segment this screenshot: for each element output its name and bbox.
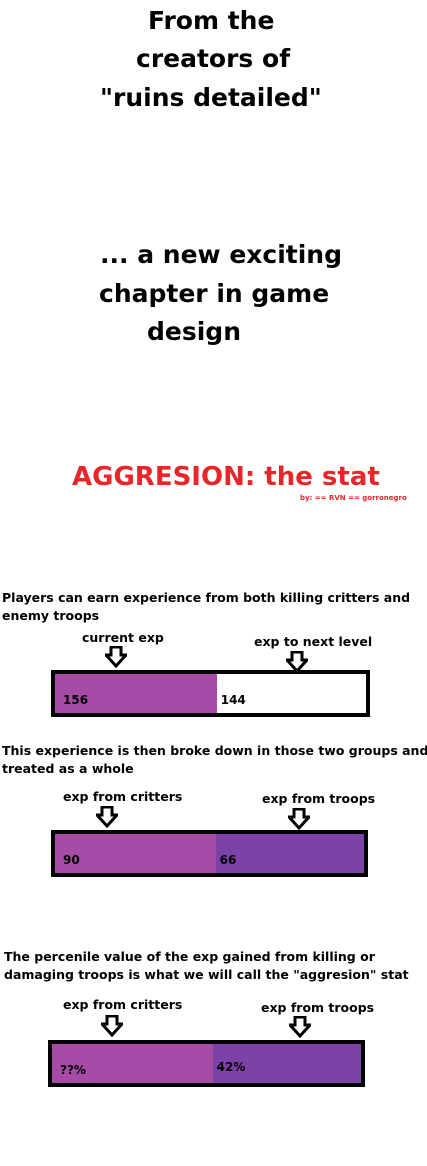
exp-bar-section-2: 90 66 — [51, 830, 368, 877]
next-level-segment: 144 — [216, 674, 366, 713]
next-level-value: 144 — [220, 693, 246, 707]
intro-line-1: From the — [148, 6, 275, 35]
troops-percent-value: 42% — [216, 1060, 246, 1074]
section-3-text-line-1: The percenile value of the exp gained fr… — [4, 949, 375, 964]
critters-percent-segment: ??% — [52, 1044, 213, 1083]
section-1-label-right: exp to next level — [254, 634, 373, 649]
exp-bar-section-3: ??% 42% — [48, 1040, 365, 1087]
critters-percent-value: ??% — [60, 1063, 86, 1077]
section-2-text-line-1: This experience is then broke down in th… — [2, 743, 427, 758]
intro-line-2: creators of — [136, 44, 291, 73]
page-title: AGGRESION: the stat — [72, 462, 380, 492]
section-1-text-line-1: Players can earn experience from both ki… — [2, 590, 411, 605]
current-exp-segment: 156 — [55, 674, 217, 713]
intro-line-5: chapter in game — [99, 279, 330, 308]
byline: by: == RVN == gorronegro — [300, 494, 407, 502]
down-arrow-icon — [96, 806, 118, 828]
troops-exp-value: 66 — [219, 853, 237, 867]
exp-bar-section-1: 156 144 — [51, 670, 370, 717]
current-exp-value: 156 — [63, 693, 89, 707]
section-2-text-line-2: treated as a whole — [2, 761, 134, 776]
down-arrow-icon — [105, 646, 127, 668]
section-1-text-line-2: enemy troops — [2, 608, 100, 623]
down-arrow-icon — [286, 651, 308, 673]
intro-line-3: "ruins detailed" — [100, 83, 322, 112]
troops-exp-segment: 66 — [215, 834, 364, 873]
critters-exp-segment: 90 — [55, 834, 216, 873]
down-arrow-icon — [101, 1015, 123, 1037]
intro-line-6: design — [147, 317, 241, 346]
down-arrow-icon — [288, 808, 310, 830]
down-arrow-icon — [289, 1016, 311, 1038]
section-2-label-right: exp from troops — [262, 791, 376, 806]
section-1-label-left: current exp — [82, 630, 164, 645]
critters-exp-value: 90 — [63, 853, 80, 867]
intro-line-4: ... a new exciting — [100, 240, 343, 269]
section-3-text-line-2: damaging troops is what we will call the… — [4, 967, 409, 982]
section-3-label-right: exp from troops — [261, 1000, 375, 1015]
troops-percent-segment: 42% — [212, 1044, 361, 1083]
section-2-label-left: exp from critters — [63, 789, 183, 804]
section-3-label-left: exp from critters — [63, 997, 183, 1012]
